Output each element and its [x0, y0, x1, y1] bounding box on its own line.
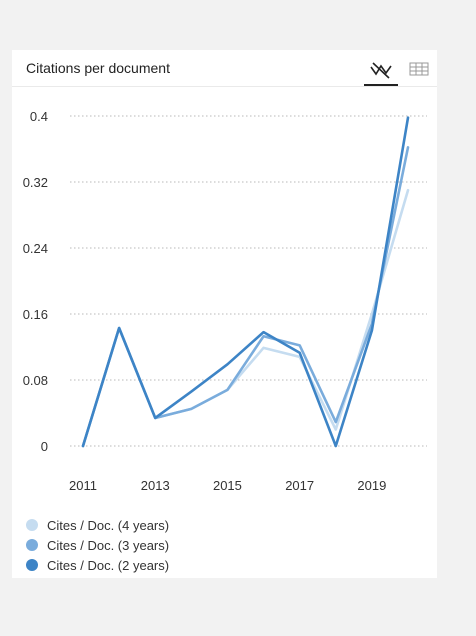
x-tick-label: 2017 [285, 478, 314, 493]
x-tick-label: 2011 [69, 478, 97, 493]
series-line-2 [81, 146, 410, 448]
series-line-1 [81, 188, 410, 448]
series-line-3 [81, 116, 410, 448]
line-chart-view-button[interactable] [364, 56, 398, 86]
legend-label: Cites / Doc. (2 years) [47, 557, 170, 573]
chart-legend: Cites / Doc. (4 years) Cites / Doc. (3 y… [26, 515, 169, 575]
chart-title: Citations per document [26, 60, 170, 76]
chart-card: Citations per document 0 0.08 0.16 0.24 0.32… [12, 50, 437, 578]
line-chart: 0 0.08 0.16 0.24 0.32 0.4 2011 2013 2015 2017 2019 [23, 109, 427, 493]
y-tick-label: 0.32 [23, 175, 48, 190]
x-tick-label: 2019 [357, 478, 386, 493]
legend-dot [26, 519, 38, 531]
legend-dot [26, 559, 38, 571]
y-tick-label: 0.16 [23, 307, 48, 322]
y-tick-label: 0.4 [30, 109, 48, 124]
x-tick-label: 2013 [141, 478, 170, 493]
chart-header: Citations per document [12, 50, 437, 87]
legend-label: Cites / Doc. (3 years) [47, 537, 170, 553]
legend-item[interactable]: Cites / Doc. (4 years) [26, 515, 169, 535]
x-tick-label: 2015 [213, 478, 242, 493]
table-view-button[interactable] [402, 56, 436, 82]
legend-label: Cites / Doc. (4 years) [47, 517, 170, 533]
y-tick-label: 0.24 [23, 241, 48, 256]
y-tick-label: 0.08 [23, 373, 48, 388]
y-tick-label: 0 [41, 439, 48, 454]
legend-item[interactable]: Cites / Doc. (3 years) [26, 535, 169, 555]
line-chart-icon [370, 62, 392, 79]
table-icon [409, 62, 429, 76]
legend-dot [26, 539, 38, 551]
legend-item[interactable]: Cites / Doc. (2 years) [26, 555, 169, 575]
